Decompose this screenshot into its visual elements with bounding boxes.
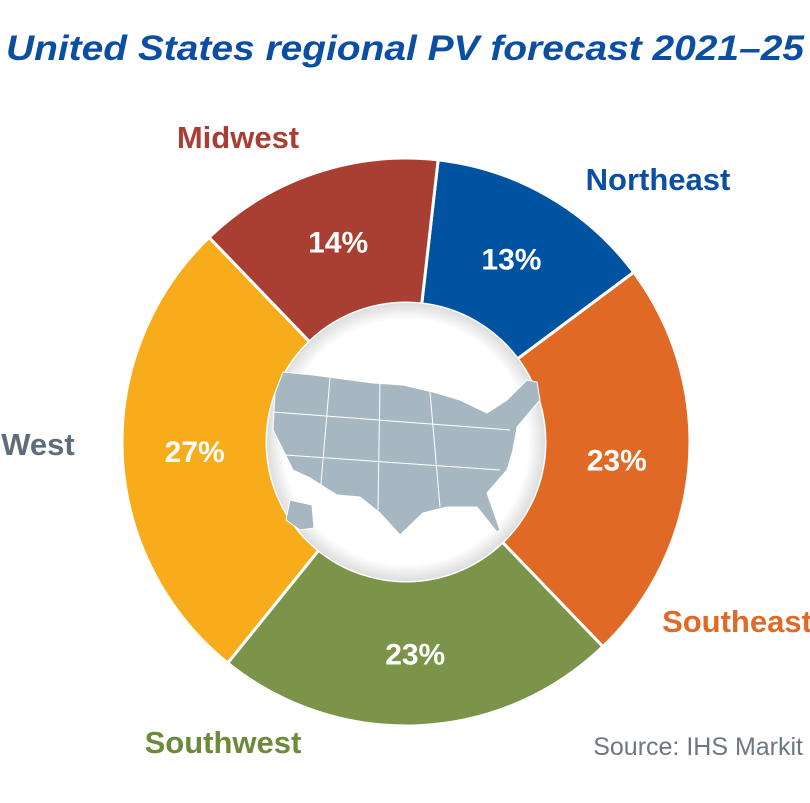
category-label-southeast: Southeast <box>662 604 810 639</box>
source-note: Source: IHS Markit <box>593 733 803 761</box>
data-label-midwest: 14% <box>308 227 368 260</box>
category-label-west: West <box>1 427 75 462</box>
chart-title: United States regional PV forecast 2021–… <box>6 29 805 68</box>
data-label-west: 27% <box>165 436 225 469</box>
slices <box>120 156 692 728</box>
category-label-southwest: Southwest <box>145 725 302 760</box>
data-label-northeast: 13% <box>481 244 541 277</box>
category-label-midwest: Midwest <box>177 120 299 155</box>
category-label-northeast: Northeast <box>586 162 731 197</box>
data-label-southeast: 23% <box>587 444 647 477</box>
slice-west <box>120 235 321 666</box>
us-map-icon <box>272 371 541 536</box>
labels: 13% Northeast 23% Southeast 23% Southwest 27% W… <box>1 120 810 760</box>
data-label-southwest: 23% <box>385 638 445 671</box>
